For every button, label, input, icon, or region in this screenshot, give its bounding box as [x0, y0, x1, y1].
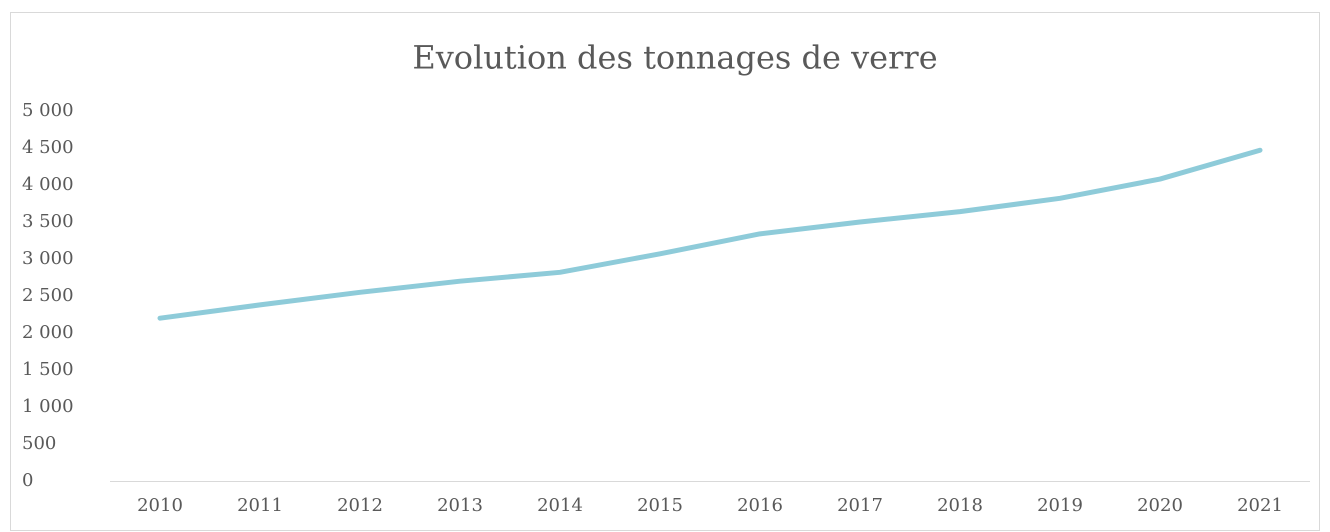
x-tick-label: 2014 [537, 495, 583, 516]
x-tick-label: 2019 [1037, 495, 1083, 516]
line-series [157, 147, 1263, 321]
x-tick-label: 2021 [1237, 495, 1283, 516]
x-tick-label: 2017 [837, 495, 883, 516]
y-tick-label: 4 000 [22, 174, 74, 195]
x-tick-label: 2013 [437, 495, 483, 516]
chart-title: Evolution des tonnages de verre [412, 39, 937, 77]
y-tick-label: 3 500 [22, 211, 74, 232]
x-tick-label: 2012 [337, 495, 383, 516]
y-tick-label: 1 500 [22, 359, 74, 380]
y-tick-label: 5 000 [22, 100, 74, 121]
y-tick-label: 2 500 [22, 285, 74, 306]
y-tick-label: 1 000 [22, 396, 74, 417]
y-tick-label: 3 000 [22, 248, 74, 269]
x-tick-label: 2011 [237, 495, 283, 516]
x-tick-label: 2018 [937, 495, 983, 516]
y-tick-label: 500 [22, 433, 56, 454]
x-tick-label: 2015 [637, 495, 683, 516]
x-tick-label: 2016 [737, 495, 783, 516]
x-tick-label: 2020 [1137, 495, 1183, 516]
y-tick-label: 4 500 [22, 137, 74, 158]
y-tick-label: 0 [22, 470, 33, 491]
y-tick-label: 2 000 [22, 322, 74, 343]
x-tick-label: 2010 [137, 495, 183, 516]
chart-border [10, 12, 1320, 531]
